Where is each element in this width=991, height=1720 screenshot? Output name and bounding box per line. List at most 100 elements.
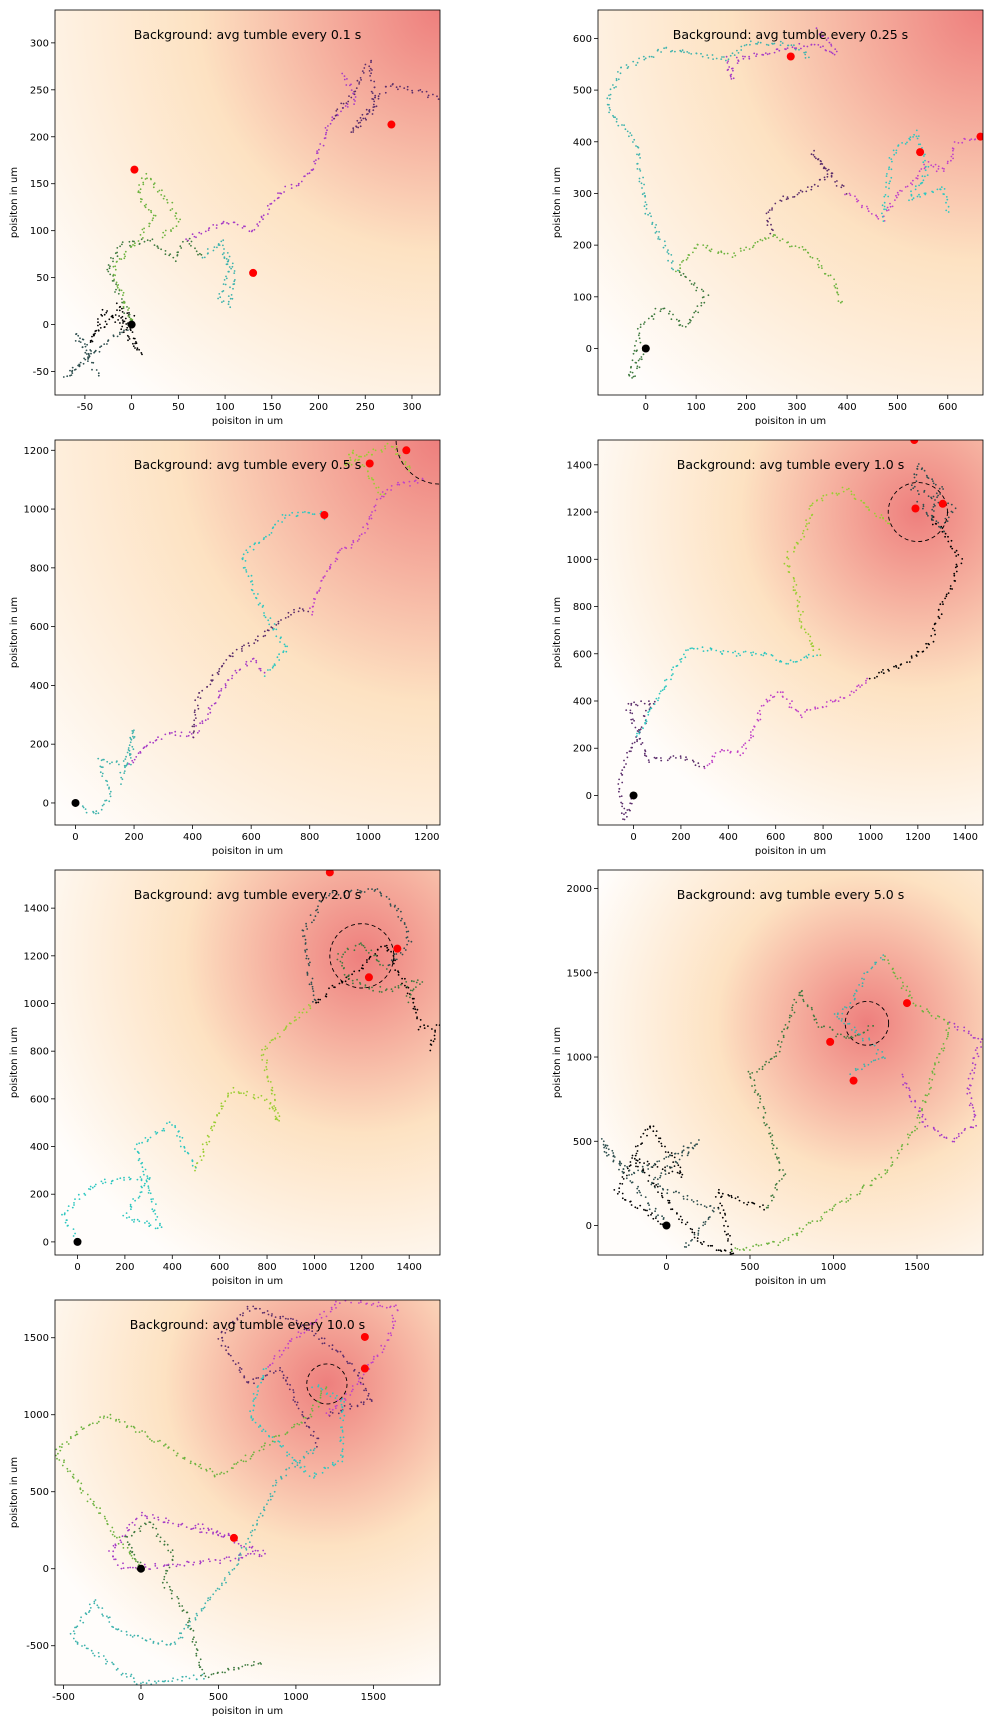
trajectory-dot [216, 1530, 219, 1532]
trajectory-dot [406, 88, 409, 91]
trajectory-dot [853, 494, 856, 496]
trajectory-dot [603, 1150, 606, 1153]
trajectory-dot [811, 645, 814, 648]
trajectory-dot [359, 890, 361, 892]
trajectory-dot [651, 1181, 653, 1184]
trajectory-dot [694, 310, 697, 313]
trajectory-dot [790, 245, 793, 248]
trajectory-dot [112, 1626, 115, 1629]
trajectory-dot [72, 1477, 75, 1479]
trajectory-dot [335, 110, 338, 112]
plot-area [62, 59, 440, 378]
trajectory-dot [83, 357, 85, 360]
trajectory-dot [107, 270, 110, 273]
trajectory-dot [311, 1330, 314, 1333]
trajectory-dot [104, 1658, 107, 1661]
trajectory-dot [142, 1170, 145, 1173]
trajectory-dot [790, 706, 793, 709]
trajectory-dot [112, 265, 115, 268]
trajectory-dot [363, 455, 366, 457]
trajectory-dot [947, 540, 950, 543]
trajectory-dot [364, 117, 367, 120]
trajectory-dot [108, 318, 111, 321]
panel-7: -500 0 500 1000 1500-500050010001500poisiton… [9, 1299, 441, 1717]
trajectory-dot [318, 148, 320, 151]
trajectory-dot [258, 1516, 260, 1518]
trajectory-dot [128, 316, 131, 319]
trajectory-dot [686, 257, 689, 259]
trajectory-dot [713, 1207, 715, 1209]
trajectory-dot [297, 1331, 300, 1333]
trajectory-dot [374, 888, 377, 891]
trajectory-dot [333, 1464, 335, 1467]
trajectory-dot [128, 763, 131, 765]
trajectory-dot [233, 1091, 236, 1093]
trajectory-dot [867, 506, 869, 509]
trajectory-dot [907, 1136, 910, 1139]
trajectory-dot [641, 193, 644, 196]
trajectory-dot [711, 755, 714, 758]
trajectory-dot [863, 972, 866, 975]
trajectory-dot [636, 349, 638, 352]
trajectory-dot [214, 1121, 217, 1124]
trajectory-dot [937, 521, 940, 524]
trajectory-dot [974, 1114, 977, 1117]
trajectory-dot [267, 669, 269, 671]
trajectory-dot [209, 683, 212, 686]
trajectory-dot [390, 485, 393, 487]
trajectory-dot [147, 1185, 150, 1188]
trajectory-dot [847, 1023, 849, 1025]
trajectory-dot [93, 1600, 96, 1603]
trajectory-dot [97, 374, 100, 377]
trajectory-dot [158, 189, 161, 192]
trajectory-4 [783, 486, 891, 657]
trajectory-dot [293, 1423, 296, 1426]
trajectory-dot [889, 202, 891, 205]
trajectory-2 [62, 324, 132, 378]
trajectory-dot [360, 1383, 362, 1385]
trajectory-dot [628, 1174, 630, 1176]
trajectory-dot [906, 985, 909, 988]
trajectory-dot [913, 485, 916, 488]
trajectory-dot [930, 496, 932, 499]
trajectory-dot [372, 98, 375, 101]
trajectory-dot [325, 1315, 328, 1318]
trajectory-dot [231, 677, 233, 680]
trajectory-dot [160, 248, 163, 251]
trajectory-dot [309, 1007, 312, 1010]
trajectory-dot [97, 324, 99, 327]
trajectory-dot [841, 1008, 844, 1010]
trajectory-dot [700, 304, 703, 307]
trajectory-dot [825, 705, 828, 708]
trajectory-dot [761, 1068, 764, 1071]
trajectory-dot [132, 244, 134, 246]
trajectory-dot [850, 690, 853, 693]
trajectory-dot [636, 740, 638, 743]
trajectory-dot [936, 496, 938, 499]
trajectory-dot [926, 513, 928, 515]
trajectory-dot [139, 752, 142, 754]
trajectory-dot [106, 780, 108, 783]
trajectory-dot [643, 205, 646, 208]
trajectory-dot [924, 193, 927, 196]
trajectory-dot [221, 290, 224, 293]
trajectory-dot [221, 253, 224, 256]
trajectory-dot [771, 654, 774, 657]
trajectory-5 [833, 954, 886, 1076]
trajectory-dot [98, 1655, 100, 1658]
x-tick-label: 0 [663, 1262, 669, 1273]
trajectory-dot [804, 57, 807, 59]
trajectory-dot [717, 1207, 720, 1210]
trajectory-dot [299, 1459, 301, 1462]
trajectory-dot [889, 205, 892, 208]
trajectory-dot [269, 1495, 272, 1498]
trajectory-dot [180, 247, 183, 249]
trajectory-dot [116, 309, 118, 311]
trajectory-dot [791, 1009, 794, 1011]
trajectory-dot [313, 160, 315, 163]
trajectory-dot [174, 1126, 177, 1129]
trajectory-dot [676, 1171, 679, 1174]
trajectory-dot [341, 72, 344, 75]
trajectory-dot [282, 650, 285, 653]
trajectory-dot [289, 1022, 292, 1025]
